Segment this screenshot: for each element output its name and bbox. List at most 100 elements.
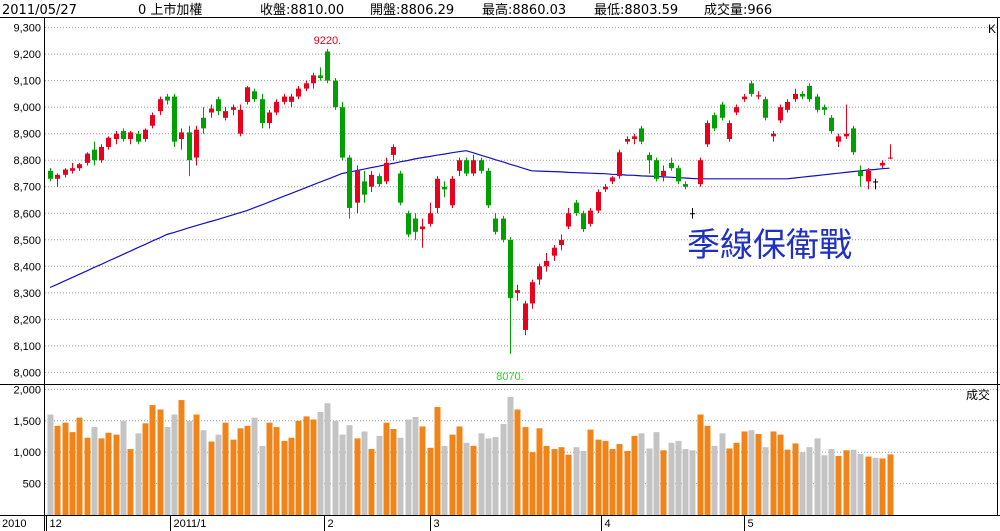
x-tick-label: 5: [748, 518, 754, 530]
volume-bar: [149, 405, 156, 515]
volume-bar: [814, 438, 821, 515]
volume-bar: [171, 414, 178, 515]
candle-body: [260, 99, 265, 124]
volume-bar: [368, 449, 375, 515]
volume-bar: [587, 429, 594, 515]
candle-body: [435, 178, 440, 208]
volume-bar: [273, 427, 280, 515]
candle-body: [523, 303, 528, 330]
date: 2011/05/27: [2, 3, 77, 18]
candle-body: [763, 99, 768, 118]
candle-body: [201, 117, 206, 129]
candle-body: [457, 160, 462, 171]
volume-bar: [777, 434, 784, 515]
candle-body: [669, 162, 674, 169]
volume-bar: [310, 419, 317, 515]
volume-bar: [624, 450, 631, 515]
volume-bar: [164, 427, 171, 515]
volume-bar: [390, 428, 397, 515]
candle-body: [771, 133, 776, 137]
candle-body: [836, 136, 841, 142]
volume-bar: [668, 442, 675, 515]
volume-bar: [346, 425, 353, 515]
volume-bar: [208, 441, 215, 515]
x-tick-label: 2: [328, 518, 334, 530]
candle-body: [581, 213, 586, 230]
candle-body: [318, 75, 323, 78]
volume-bar: [47, 414, 54, 515]
volume-bar: [580, 450, 587, 515]
candle-body: [851, 128, 856, 153]
note: 季線保衛戰: [687, 227, 852, 264]
candle-body: [566, 213, 571, 227]
close: 收盤:8810.00: [260, 3, 344, 18]
volume-bar: [755, 433, 762, 515]
volume-bar: [514, 409, 521, 515]
candle-body: [508, 239, 513, 299]
volume-bar: [828, 449, 835, 515]
candle-body: [92, 149, 97, 161]
volume-bar: [295, 420, 302, 515]
candle-body: [121, 131, 126, 139]
y-tick-label: 8,800: [13, 155, 41, 167]
header: 2011/05/27 0 上市加權 收盤:8810.00 開盤:8806.29 …: [2, 2, 772, 18]
candle-body: [610, 177, 615, 182]
volume-bar: [770, 431, 777, 515]
y-tick-label: 9,100: [13, 76, 41, 88]
volume-bar: [565, 454, 572, 515]
volume-tick-label: 500: [23, 479, 41, 491]
candle-body: [617, 152, 622, 177]
candle-body: [734, 107, 739, 113]
volume-bar: [412, 417, 419, 515]
volume-bar: [142, 423, 149, 515]
volume-bar: [376, 435, 383, 515]
candle-body: [647, 154, 652, 161]
candle-body: [727, 123, 732, 139]
volume-bar: [120, 420, 127, 515]
high: 最高:8860.03: [482, 2, 566, 18]
volume-bar: [485, 438, 492, 515]
candle-body: [530, 282, 535, 304]
panel-label: K: [988, 22, 996, 36]
volume-bar: [113, 434, 120, 515]
volume-bar: [726, 448, 733, 515]
candle-body: [632, 136, 637, 139]
volume-bar: [427, 447, 434, 515]
candle-body: [829, 117, 834, 132]
x-tick-label: 3: [434, 518, 440, 530]
volume-bar: [434, 406, 441, 515]
candle-body: [559, 239, 564, 246]
volume-bar: [536, 428, 543, 515]
y-tick-label: 9,300: [13, 23, 41, 35]
x-tick-label: 4: [605, 518, 611, 530]
candle-body: [267, 112, 272, 124]
candle-body: [705, 123, 710, 145]
candle-body: [858, 170, 863, 177]
volume-bar: [500, 423, 507, 515]
volume-bar: [303, 416, 310, 515]
volume-tick-label: 1,000: [13, 447, 41, 459]
code: 0 上市加權: [138, 2, 202, 18]
volume-bar: [872, 457, 879, 515]
candle-body: [756, 95, 761, 97]
candle-body: [807, 85, 812, 100]
candle-body: [676, 168, 681, 182]
candle-body: [888, 157, 893, 159]
volume-bar: [127, 449, 134, 515]
volume-bar: [792, 443, 799, 515]
candle-body: [625, 139, 630, 142]
candle-body: [406, 213, 411, 235]
candle-body: [325, 51, 330, 81]
volume-bar: [697, 414, 704, 515]
candle-body: [537, 266, 542, 280]
max-label: 9220.: [314, 35, 342, 47]
candle-body: [639, 128, 644, 142]
candle-body: [143, 129, 148, 139]
volume-bar: [98, 438, 105, 515]
candle-body: [99, 146, 104, 161]
candle-body: [165, 96, 170, 101]
candle-body: [420, 226, 425, 230]
candle-body: [880, 162, 885, 166]
candle-body: [712, 115, 717, 129]
